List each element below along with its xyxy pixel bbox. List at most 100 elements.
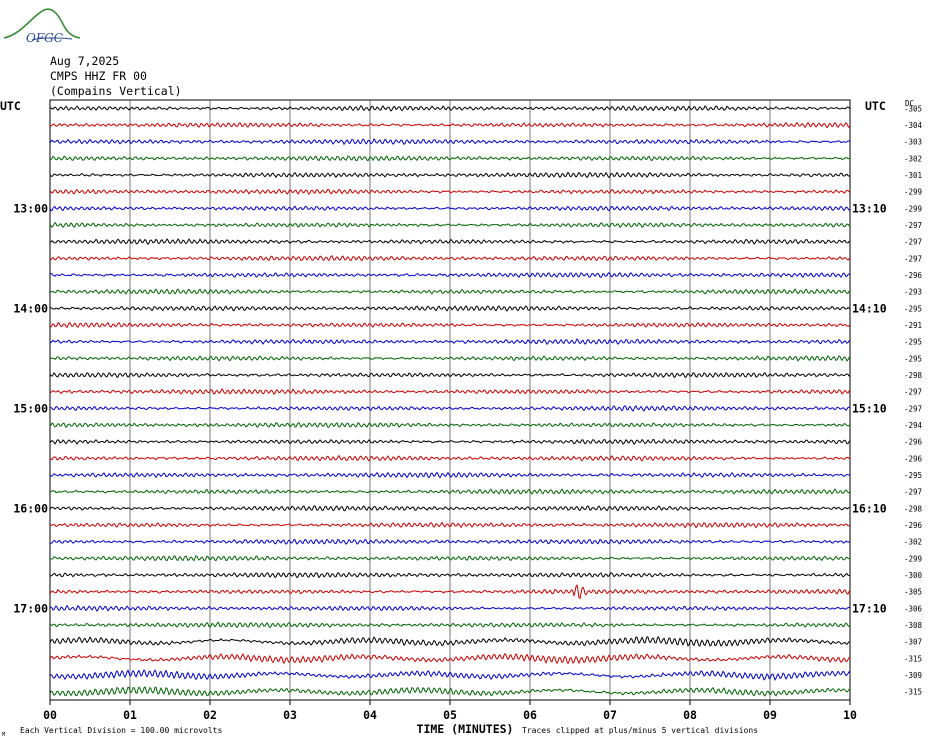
seismic-trace bbox=[49, 438, 851, 445]
dc-offset-label: -295 bbox=[904, 338, 922, 347]
dc-offset-label: -306 bbox=[904, 604, 923, 613]
seismic-trace bbox=[49, 321, 851, 329]
dc-offset-label: -296 bbox=[904, 438, 923, 447]
dc-offset-label: -297 bbox=[904, 254, 922, 263]
dc-offset-label: -297 bbox=[904, 404, 922, 413]
dc-offset-label: -315 bbox=[904, 654, 922, 663]
x-tick-label: 01 bbox=[123, 708, 137, 722]
seismic-trace bbox=[49, 555, 851, 562]
scale-note: Each Vertical Division = 100.00 microvol… bbox=[20, 726, 222, 735]
seismic-trace bbox=[49, 538, 851, 545]
dc-offset-label: -302 bbox=[904, 538, 922, 547]
dc-offset-label: -308 bbox=[904, 621, 923, 630]
seismic-trace bbox=[49, 488, 851, 495]
seismic-trace bbox=[49, 388, 851, 396]
x-tick-label: 02 bbox=[203, 708, 217, 722]
seismic-trace bbox=[49, 155, 851, 162]
dc-offset-label: -303 bbox=[904, 138, 922, 147]
right-utc-label: UTC bbox=[865, 99, 886, 113]
dc-offset-label: -297 bbox=[904, 488, 922, 497]
dc-offset-label: -293 bbox=[904, 288, 922, 297]
logo-text: OFGC bbox=[26, 31, 63, 45]
x-tick-label: 00 bbox=[43, 708, 57, 722]
x-tick-label: 10 bbox=[843, 708, 857, 722]
seismic-trace bbox=[49, 669, 851, 681]
dc-offset-label: -295 bbox=[904, 471, 922, 480]
left-hour-label: 17:00 bbox=[13, 601, 48, 615]
x-tick-label: 04 bbox=[363, 708, 377, 722]
dc-offset-label: -300 bbox=[904, 571, 923, 580]
dc-offset-label: -295 bbox=[904, 354, 922, 363]
seismic-trace bbox=[49, 652, 851, 665]
dc-offset-label: -298 bbox=[904, 504, 923, 513]
seismic-trace bbox=[49, 571, 851, 579]
seismic-trace bbox=[49, 685, 851, 697]
dc-offset-label: -297 bbox=[904, 238, 922, 247]
left-hour-label: 14:00 bbox=[13, 301, 48, 315]
x-axis-label: TIME (MINUTES) bbox=[417, 722, 514, 736]
seismic-trace bbox=[49, 338, 851, 346]
seismic-trace bbox=[49, 636, 851, 647]
right-hour-label: 17:10 bbox=[852, 601, 887, 615]
dc-offset-label: -302 bbox=[904, 154, 922, 163]
dc-offset-label: -298 bbox=[904, 371, 923, 380]
seismic-trace bbox=[49, 583, 851, 600]
dc-offset-label: -301 bbox=[904, 171, 922, 180]
left-hour-label: 15:00 bbox=[13, 401, 48, 415]
seismic-trace bbox=[49, 255, 851, 262]
dc-offset-label: -307 bbox=[904, 638, 922, 647]
dc-offset-label: -295 bbox=[904, 304, 922, 313]
dc-offset-label: -299 bbox=[904, 204, 922, 213]
ofgc-logo: OFGC bbox=[2, 4, 82, 50]
seismic-trace bbox=[49, 454, 851, 462]
x-tick-label: 06 bbox=[523, 708, 537, 722]
station-location: (Compains Vertical) bbox=[50, 84, 182, 98]
seismic-trace bbox=[49, 305, 851, 312]
dc-offset-label: -296 bbox=[904, 454, 923, 463]
dc-offset-label: -305 bbox=[904, 104, 922, 113]
seismic-trace bbox=[49, 272, 851, 279]
dc-offset-label: -305 bbox=[904, 588, 922, 597]
dc-offset-label: -299 bbox=[904, 188, 922, 197]
left-hour-label: 16:00 bbox=[13, 501, 48, 515]
right-hour-label: 14:10 bbox=[852, 301, 887, 315]
seismic-trace bbox=[49, 288, 851, 295]
footer-mark: M bbox=[2, 732, 5, 738]
seismic-trace bbox=[49, 621, 851, 629]
dc-offset-label: -297 bbox=[904, 388, 922, 397]
dc-offset-label: -315 bbox=[904, 688, 922, 697]
station-code: CMPS HHZ FR 00 bbox=[50, 69, 147, 83]
x-tick-label: 09 bbox=[763, 708, 777, 722]
dc-offset-label: -294 bbox=[904, 421, 923, 430]
seismic-trace bbox=[49, 521, 851, 529]
dc-offset-label: -309 bbox=[904, 671, 922, 680]
dc-offset-label: -296 bbox=[904, 521, 923, 530]
dc-offset-label: -299 bbox=[904, 554, 922, 563]
dc-offset-label: -296 bbox=[904, 271, 923, 280]
left-utc-label: UTC bbox=[0, 99, 21, 113]
x-tick-label: 08 bbox=[683, 708, 697, 722]
seismic-trace bbox=[49, 188, 851, 196]
x-tick-label: 07 bbox=[603, 708, 617, 722]
dc-offset-label: -291 bbox=[904, 321, 922, 330]
left-hour-label: 13:00 bbox=[13, 201, 48, 215]
seismic-trace bbox=[49, 405, 851, 412]
seismic-trace bbox=[49, 205, 851, 212]
right-hour-label: 15:10 bbox=[852, 401, 887, 415]
seismic-trace bbox=[49, 221, 851, 229]
dc-offset-label: -297 bbox=[904, 221, 922, 230]
clip-note: Traces clipped at plus/minus 5 vertical … bbox=[522, 726, 758, 735]
dc-offset-label: -304 bbox=[904, 121, 923, 130]
seismic-trace bbox=[49, 372, 851, 378]
seismic-trace bbox=[49, 354, 851, 362]
plot-date: Aug 7,2025 bbox=[50, 54, 120, 68]
seismic-trace bbox=[49, 604, 851, 612]
seismic-trace bbox=[49, 471, 851, 479]
seismic-trace bbox=[49, 505, 851, 512]
right-hour-label: 13:10 bbox=[852, 201, 887, 215]
seismic-trace bbox=[49, 138, 851, 146]
dc-header-label: DC bbox=[905, 99, 914, 108]
seismic-trace bbox=[49, 104, 851, 112]
seismic-trace bbox=[49, 238, 851, 245]
